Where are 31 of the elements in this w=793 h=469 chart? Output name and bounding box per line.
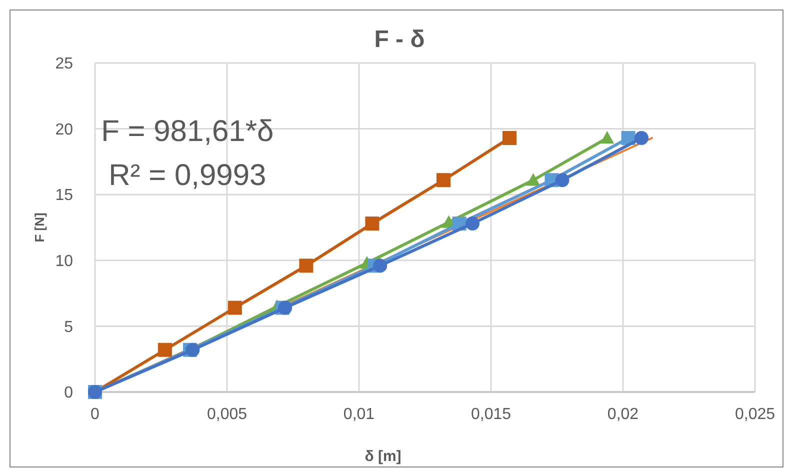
point: [502, 131, 516, 146]
x-axis-title: δ [m]: [364, 448, 402, 465]
x-tick-label: 0,015: [470, 406, 512, 423]
annotation: R² = 0,9993: [108, 159, 266, 192]
point: [158, 342, 172, 357]
point: [278, 300, 292, 315]
chart-title: F - δ: [374, 26, 425, 53]
point: [365, 216, 380, 231]
point: [228, 300, 242, 315]
y-tick-label: 25: [55, 56, 74, 73]
point: [186, 342, 200, 357]
y-tick-label: 0: [64, 384, 74, 402]
y-tick-label: 15: [55, 187, 74, 204]
x-tick-label: 0: [90, 406, 100, 423]
y-tick-label: 20: [55, 121, 74, 138]
point: [526, 173, 540, 186]
annotation: F = 981,61*δ: [101, 115, 274, 148]
point: [600, 131, 614, 144]
point: [634, 131, 648, 146]
y-axis-title: F [N]: [32, 212, 47, 242]
x-tick-label: 0,02: [607, 406, 639, 423]
x-tick-label: 0,025: [734, 406, 776, 423]
point: [436, 173, 450, 188]
point: [299, 258, 314, 273]
x-tick-label: 0,005: [206, 406, 248, 423]
y-tick-label: 10: [55, 253, 74, 270]
x-tick-label: 0,01: [343, 406, 375, 423]
y-tick-label: 5: [64, 318, 74, 336]
point: [466, 216, 480, 231]
point: [555, 173, 570, 188]
point: [373, 258, 388, 273]
